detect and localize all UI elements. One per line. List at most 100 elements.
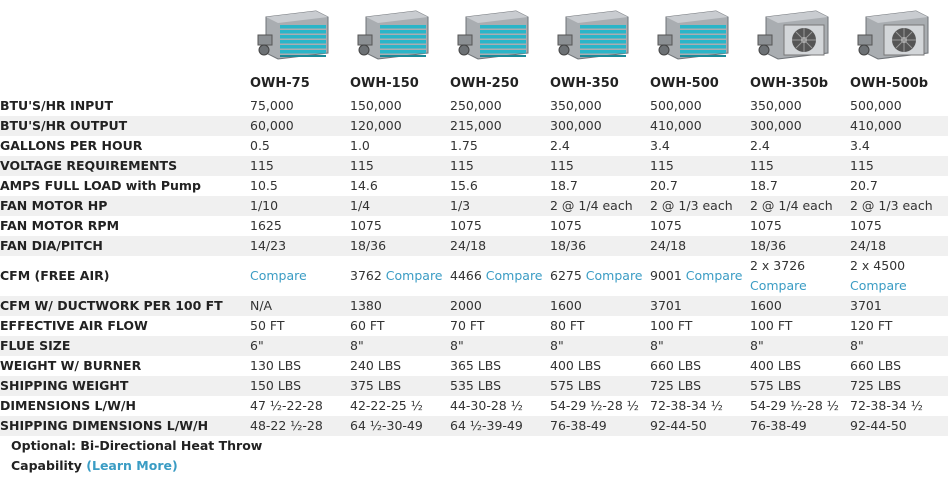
spec-label: WEIGHT W/ BURNER [0, 358, 142, 373]
spec-row: SHIPPING WEIGHT 150 LBS 375 LBS 535 LBS 575 … [0, 376, 948, 396]
spec-label: FAN MOTOR HP [0, 196, 250, 216]
heater-image [550, 2, 650, 70]
spec-value: 54-29 ½-28 ½ [550, 398, 639, 413]
spec-label: CFM W/ DUCTWORK PER 100 FT [0, 296, 250, 316]
compare-link[interactable]: Compare [585, 268, 643, 283]
spec-value: 14.6 [350, 178, 378, 193]
spec-label: CFM (FREE AIR) [0, 268, 110, 283]
spec-value: 2 @ 1/3 each [650, 196, 750, 216]
spec-value: 15.6 [450, 178, 478, 193]
cfm-cell: Compare [250, 256, 350, 296]
spec-value: 1600 [750, 296, 850, 316]
spec-value: 92-44-50 [650, 416, 750, 436]
spec-value: 365 LBS [450, 358, 502, 373]
spec-value: 2.4 [550, 138, 570, 153]
image-row-spacer [0, 2, 250, 70]
compare-link[interactable]: Compare [685, 268, 743, 283]
spec-value: 24/18 [650, 236, 750, 256]
spec-value: 1075 [750, 218, 782, 233]
spec-value: 1075 [450, 218, 482, 233]
spec-value: 240 LBS [350, 358, 402, 373]
spec-value: 18/36 [750, 236, 850, 256]
compare-link[interactable]: Compare [485, 268, 543, 283]
cfm-value: 2 x 3726 [750, 258, 806, 273]
optional-line-1: Optional: Bi-Directional Heat Throw [11, 438, 263, 453]
compare-link[interactable]: Compare [250, 268, 307, 283]
spec-value: 8" [650, 336, 750, 356]
spec-value: 1/4 [350, 196, 450, 216]
spec-value: 6" [250, 336, 350, 356]
spec-value: 20.7 [850, 178, 878, 193]
spec-value: 1/3 [450, 196, 550, 216]
spec-value: 72-38-34 ½ [650, 398, 723, 413]
spec-value: 115 [250, 156, 350, 176]
spec-value: 8" [350, 336, 450, 356]
model-header: OWH-250 [450, 75, 519, 91]
spec-value: 1380 [350, 296, 450, 316]
model-header: OWH-75 [250, 75, 310, 91]
spec-table: OWH-75 OWH-150 OWH-250 OWH-350 OWH-500 OWH-35… [0, 2, 948, 436]
model-header: OWH-350 [550, 75, 619, 91]
spec-value: 660 LBS [850, 358, 902, 373]
spec-row: AMPS FULL LOAD with Pump 10.5 14.6 15.6 18.7… [0, 176, 948, 196]
spec-value: 76-38-49 [550, 416, 650, 436]
spec-value: 3.4 [650, 138, 670, 153]
spec-value: 150,000 [350, 98, 402, 113]
spec-value: 20.7 [650, 178, 678, 193]
spec-value: 54-29 ½-28 ½ [750, 398, 839, 413]
spec-row: BTU'S/HR OUTPUT 60,000 120,000 215,000 300,0… [0, 116, 948, 136]
spec-value: 47 ½-22-28 [250, 398, 323, 413]
cfm-value: 9001 [650, 268, 682, 283]
cfm-cell: 2 x 3726 Compare [750, 256, 850, 296]
spec-value: 1/10 [250, 196, 350, 216]
spec-value: 80 FT [550, 318, 585, 333]
spec-row: WEIGHT W/ BURNER 130 LBS 240 LBS 365 LBS 400… [0, 356, 948, 376]
spec-value: 75,000 [250, 98, 294, 113]
spec-label: GALLONS PER HOUR [0, 138, 143, 153]
compare-link[interactable]: Compare [750, 278, 807, 293]
compare-link[interactable]: Compare [385, 268, 443, 283]
spec-value: 350,000 [550, 98, 602, 113]
spec-value: 72-38-34 ½ [850, 398, 923, 413]
optional-line-2: Capability [11, 458, 82, 473]
model-header: OWH-500 [650, 75, 719, 91]
spec-value: 1075 [850, 218, 882, 233]
spec-value: 42-22-25 ½ [350, 398, 423, 413]
spec-value: 1075 [650, 218, 682, 233]
spec-value: 115 [450, 156, 550, 176]
spec-value: 2.4 [750, 138, 770, 153]
spec-value: 575 LBS [750, 376, 850, 396]
spec-value: 60 FT [350, 318, 385, 333]
spec-label: FLUE SIZE [0, 336, 250, 356]
spec-label: AMPS FULL LOAD with Pump [0, 178, 201, 193]
spec-label: FAN DIA/PITCH [0, 236, 250, 256]
spec-row: FAN MOTOR RPM 1625 1075 1075 1075 1075 1075 107… [0, 216, 948, 236]
spec-value: 400 LBS [550, 358, 602, 373]
spec-row: BTU'S/HR INPUT 75,000 150,000 250,000 350,00… [0, 96, 948, 116]
spec-value: 10.5 [250, 178, 278, 193]
cfm-value: 3762 [350, 268, 382, 283]
compare-link[interactable]: Compare [850, 278, 907, 293]
header-spacer [0, 70, 250, 96]
spec-row: FAN DIA/PITCH 14/23 18/36 24/18 18/36 24/18 18… [0, 236, 948, 256]
spec-value: 60,000 [250, 116, 350, 136]
spec-value: 300,000 [550, 116, 650, 136]
spec-value: 18/36 [550, 236, 650, 256]
cfm-cell: 2 x 4500 Compare [850, 256, 948, 296]
spec-value: 120,000 [350, 116, 450, 136]
cfm-value: 6275 [550, 268, 582, 283]
spec-value: 400 LBS [750, 358, 802, 373]
spec-value: 1625 [250, 218, 282, 233]
spec-value: 725 LBS [850, 376, 948, 396]
spec-row: EFFECTIVE AIR FLOW 50 FT 60 FT 70 FT 80 FT 10… [0, 316, 948, 336]
spec-label: VOLTAGE REQUIREMENTS [0, 156, 250, 176]
spec-label: BTU'S/HR OUTPUT [0, 116, 250, 136]
spec-value: 8" [750, 336, 850, 356]
spec-value: 3701 [650, 296, 750, 316]
spec-value: 18/36 [350, 236, 450, 256]
spec-value: 2000 [450, 296, 550, 316]
spec-row: VOLTAGE REQUIREMENTS 115 115 115 115 115 115 11… [0, 156, 948, 176]
heater-image [350, 2, 450, 70]
learn-more-link[interactable]: (Learn More) [86, 458, 178, 473]
spec-value: 1.0 [350, 138, 370, 153]
